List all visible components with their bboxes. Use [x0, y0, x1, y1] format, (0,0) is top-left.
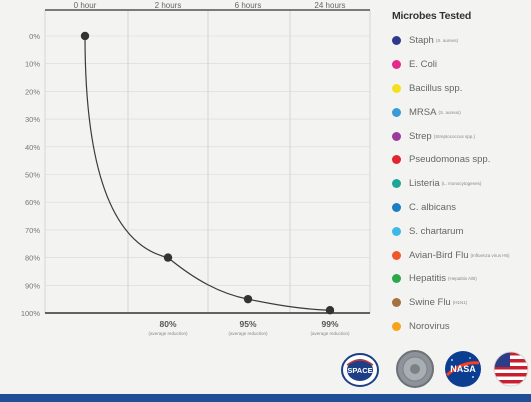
- legend-item: Staph (S. aureus): [392, 29, 528, 53]
- legend-swatch: [392, 36, 401, 46]
- legend-item: C. albicans: [392, 196, 528, 220]
- legend-note: (Influenza virus H5): [470, 252, 510, 258]
- x-tick-label-0: 0 hour: [74, 1, 97, 10]
- legend-note: (Streptococcus spp.): [433, 133, 475, 139]
- y-tick-label-8: 80%: [25, 254, 40, 263]
- legend-swatch: [392, 179, 401, 189]
- series-line: [84, 35, 331, 311]
- legend-note: (H1N1): [452, 300, 468, 306]
- nasa-badge: NASA: [445, 351, 481, 387]
- legend-swatch: [392, 155, 401, 165]
- legend-item: Strep (Streptococcus spp.): [392, 124, 528, 148]
- legend-swatch: [392, 60, 401, 70]
- y-tick-label-1: 10%: [25, 60, 40, 69]
- x-tick-label-3: 24 hours: [314, 1, 345, 10]
- legend-label: Avian-Bird Flu: [409, 249, 469, 261]
- legend-title: Microbes Tested: [392, 10, 472, 22]
- annotation-value-0: 80%: [159, 319, 176, 329]
- chart-grid: [44, 9, 371, 314]
- legend-label: Staph: [409, 35, 434, 47]
- legend-item: MRSA (S. aureus): [392, 100, 528, 124]
- legend-label: Bacillus spp.: [409, 82, 463, 94]
- legend-label: Listeria: [409, 178, 440, 190]
- seal-badge: [396, 350, 434, 388]
- y-tick-label-3: 30%: [25, 115, 40, 124]
- legend-label: Norovirus: [409, 320, 450, 332]
- legend-note: (Hepatitis A/B): [447, 276, 477, 282]
- legend-swatch: [392, 274, 401, 284]
- series-points: [80, 31, 335, 315]
- data-point-3: [325, 306, 335, 315]
- legend-note: (S. aureus): [438, 109, 461, 115]
- legend-swatch: [392, 202, 401, 212]
- y-tick-label-0: 0%: [29, 32, 40, 41]
- legend-item: Hepatitis (Hepatitis A/B): [392, 267, 528, 291]
- x-tick-label-1: 2 hours: [155, 1, 182, 10]
- y-tick-label-4: 40%: [25, 143, 40, 152]
- y-tick-label-6: 60%: [25, 198, 40, 207]
- reduction-chart: 0 hour 2 hours 6 hours 24 hours 0% 10% 20% 30%…: [21, 1, 371, 336]
- x-tick-label-2: 6 hours: [235, 1, 262, 10]
- legend-item: Bacillus spp.: [392, 77, 528, 101]
- legend-swatch: [392, 83, 401, 93]
- legend-label: MRSA: [409, 106, 437, 118]
- us-flag-badge: [493, 351, 529, 387]
- legend-items: Staph (S. aureus) E. Coli Bacillus spp. MRSA…: [392, 29, 528, 338]
- legend-label: C. albicans: [409, 201, 456, 213]
- y-axis-labels: 0% 10% 20% 30% 40% 50% 60% 70% 80% 90% 100%: [21, 32, 41, 318]
- data-point-2: [243, 294, 253, 304]
- legend-label: Hepatitis: [409, 273, 446, 285]
- annotation-note-1: (average reduction): [228, 331, 268, 336]
- legend-swatch: [392, 321, 401, 331]
- legend-item: S. chartarum: [392, 219, 528, 243]
- bottom-bar: [0, 394, 531, 402]
- legend-label: Swine Flu: [409, 297, 451, 309]
- legend: Microbes Tested Staph (S. aureus) E. Coli B…: [392, 10, 528, 338]
- y-tick-label-5: 50%: [25, 171, 40, 180]
- nasa-badge-text: NASA: [450, 364, 476, 374]
- legend-swatch: [392, 107, 401, 117]
- reduction-annotations: 80% (average reduction) 95% (average reduct…: [148, 319, 350, 336]
- legend-label: S. chartarum: [409, 225, 464, 237]
- space-foundation-badge: SPACE: [341, 353, 379, 387]
- legend-item: Swine Flu (H1N1): [392, 291, 528, 315]
- annotation-value-1: 95%: [239, 319, 256, 329]
- legend-item: Avian-Bird Flu (Influenza virus H5): [392, 243, 528, 267]
- y-tick-label-9: 90%: [25, 281, 40, 290]
- legend-label: E. Coli: [409, 59, 437, 71]
- data-point-0: [80, 31, 90, 41]
- y-tick-label-2: 20%: [25, 87, 40, 96]
- x-axis-labels: 0 hour 2 hours 6 hours 24 hours: [74, 1, 346, 10]
- legend-swatch: [392, 250, 401, 260]
- legend-note: (S. aureus): [435, 38, 459, 44]
- y-tick-label-10: 100%: [21, 309, 41, 318]
- legend-swatch: [392, 298, 401, 308]
- legend-item: Norovirus: [392, 315, 528, 339]
- legend-item: Pseudomonas spp.: [392, 148, 528, 172]
- legend-label: Pseudomonas spp.: [409, 154, 491, 166]
- annotation-value-2: 99%: [321, 319, 338, 329]
- legend-item: E. Coli: [392, 53, 528, 77]
- y-tick-label-7: 70%: [25, 226, 40, 235]
- data-point-1: [163, 253, 173, 262]
- legend-note: (L. monocytogenes): [441, 181, 482, 187]
- legend-label: Strep: [409, 130, 432, 142]
- space-badge-text: SPACE: [347, 366, 372, 375]
- legend-item: Listeria (L. monocytogenes): [392, 172, 528, 196]
- annotation-note-2: (average reduction): [310, 331, 350, 336]
- legend-swatch: [392, 226, 401, 236]
- legend-swatch: [392, 131, 401, 141]
- certification-badges: SPACE NASA: [340, 349, 530, 389]
- annotation-note-0: (average reduction): [148, 331, 188, 336]
